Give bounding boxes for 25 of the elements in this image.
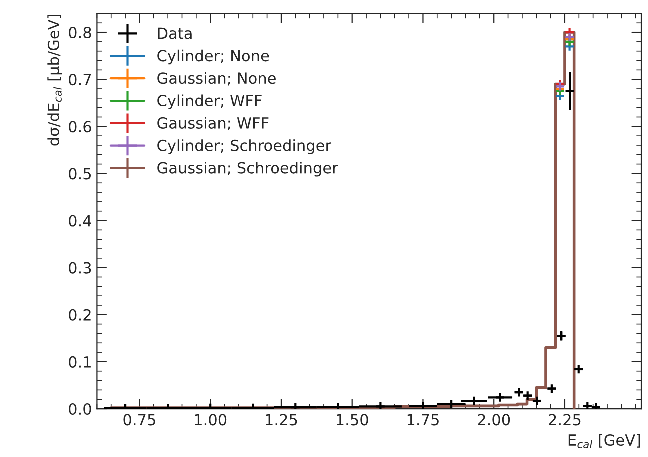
y-tick-label: 0.4 (69, 215, 92, 227)
x-tick-label: 2.25 (549, 414, 581, 426)
y-tick-label: 0.6 (69, 121, 92, 133)
x-tick-label: 1.00 (195, 414, 227, 426)
legend-label: Cylinder; WFF (158, 94, 262, 110)
legend-label: Cylinder; None (158, 50, 270, 65)
x-axis-title: E$_{cal}$ [GeV] (568, 434, 640, 448)
y-axis-title: dσ/dE$_{cal}$ [μb/GeV] (48, 15, 62, 146)
legend-label: Gaussian; Schroedinger (158, 162, 338, 177)
x-tick-label: 1.25 (266, 414, 298, 426)
y-tick-label: 0.0 (69, 403, 92, 416)
x-tick-label: 1.50 (337, 414, 368, 426)
y-tick-label: 0.2 (69, 309, 91, 321)
y-tick-label: 0.3 (69, 262, 92, 274)
legend-label: Data (158, 28, 192, 40)
legend-label: Gaussian; WFF (158, 117, 269, 131)
legend-label: Gaussian; None (158, 72, 276, 86)
x-tick-label: 1.75 (408, 414, 439, 426)
x-tick-label: 2.00 (478, 414, 510, 426)
y-tick-label: 0.7 (69, 74, 92, 86)
legend-label: Cylinder; Schroedinger (158, 140, 332, 154)
y-tick-label: 0.5 (69, 168, 92, 180)
y-tick-label: 0.1 (69, 356, 91, 368)
y-tick-label: 0.8 (69, 27, 92, 39)
x-tick-label: 0.75 (124, 414, 156, 426)
